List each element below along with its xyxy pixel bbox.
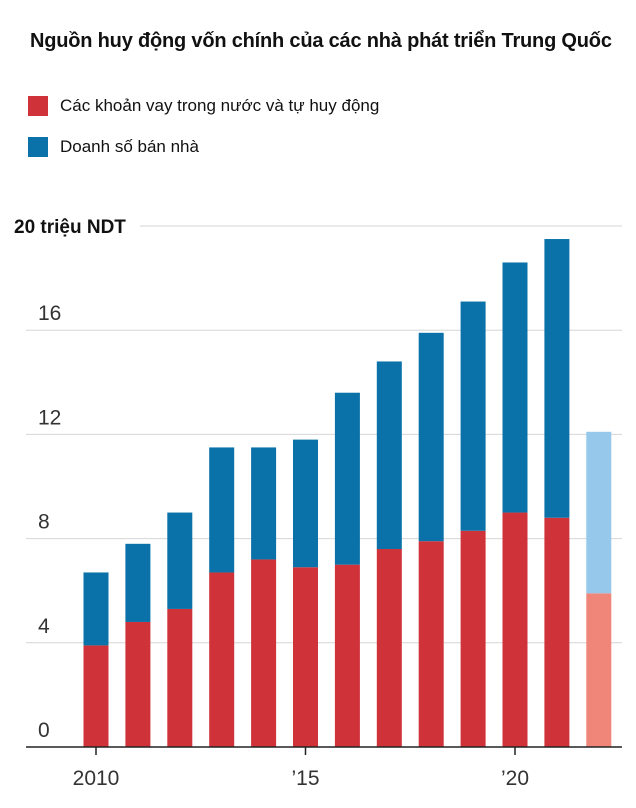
y-tick-label: 16: [38, 302, 61, 325]
bar-sales-2017: [376, 361, 402, 550]
y-tick-label: 8: [38, 511, 50, 534]
bar-sales-2020: [502, 262, 528, 513]
legend-item-sales: Doanh số bán nhà: [28, 137, 199, 157]
bar-sales-2016: [334, 392, 360, 565]
bar-domestic-2012: [167, 608, 193, 747]
bar-sales-2013: [209, 447, 235, 573]
y-tick-label: 0: [38, 719, 50, 742]
x-tick-label: ’20: [501, 767, 529, 790]
bar-sales-2010: [83, 572, 109, 646]
bar-sales-2018: [418, 332, 444, 542]
legend-swatch-domestic: [28, 96, 48, 116]
bar-domestic-2014: [251, 559, 277, 747]
y-tick-label: 12: [38, 406, 61, 429]
bar-domestic-2015: [293, 567, 318, 747]
bar-domestic-2021: [544, 517, 570, 747]
x-tick-label: ’15: [291, 767, 319, 790]
bar-sales-2011: [125, 543, 151, 622]
chart-title: Nguồn huy động vốn chính của các nhà phá…: [30, 30, 612, 52]
legend-item-domestic: Các khoản vay trong nước và tự huy động: [28, 96, 379, 116]
bar-domestic-2011: [125, 621, 151, 747]
bar-sales-2021: [544, 239, 570, 518]
legend-label-domestic: Các khoản vay trong nước và tự huy động: [60, 96, 380, 115]
bar-domestic-2019: [460, 530, 486, 747]
bar-domestic-2013: [209, 572, 235, 747]
y-tick-label: 4: [38, 615, 50, 638]
legend-label-sales: Doanh số bán nhà: [60, 137, 199, 156]
bar-sales-2014: [251, 447, 277, 560]
bar-sales-2022: [586, 431, 612, 594]
legend-swatch-sales: [28, 137, 48, 157]
bar-sales-2012: [167, 512, 193, 609]
bar-domestic-2020: [502, 512, 528, 747]
bar-domestic-2016: [334, 564, 360, 747]
x-tick-label: 2010: [73, 767, 120, 790]
y-axis-unit-label: 20 triệu NDT: [14, 217, 126, 238]
bar-domestic-2017: [376, 549, 402, 747]
bar-domestic-2010: [83, 645, 109, 747]
bar-sales-2015: [293, 439, 318, 568]
bar-domestic-2022: [586, 593, 612, 747]
bar-sales-2019: [460, 301, 486, 531]
bar-domestic-2018: [418, 541, 444, 747]
